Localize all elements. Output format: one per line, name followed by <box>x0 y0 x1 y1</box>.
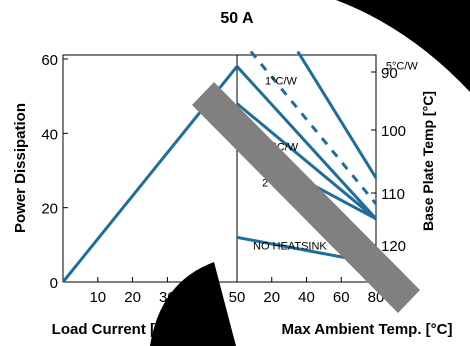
tick-layer: 020406010203040502040608090100110120 <box>41 52 406 306</box>
plot-frame <box>62 54 377 283</box>
x-tick-label-right: 60 <box>333 289 350 306</box>
y-tick-label: 40 <box>41 126 58 143</box>
series-layer <box>61 50 378 283</box>
x-tick-label-right: 40 <box>298 289 315 306</box>
heatsink-line <box>236 102 377 220</box>
x-tick-label-left: 50 <box>229 289 246 306</box>
x-tick-label-right: 20 <box>263 289 280 306</box>
x-tick-label-left: 10 <box>89 289 106 306</box>
heatsink-line <box>249 50 378 205</box>
series-label: .5°C/W <box>383 61 419 73</box>
y-tick-label: 20 <box>41 201 58 218</box>
y-tick-label: 0 <box>50 275 58 292</box>
y2-tick-label: 110 <box>381 186 405 203</box>
x-tick-label-left: 20 <box>124 289 141 306</box>
x-axis-label-right: Max Ambient Temp. [°C] <box>281 321 452 338</box>
diagonal-overlay-bar <box>192 82 420 313</box>
y2-axis-label: Base Plate Temp [°C] <box>420 91 436 231</box>
y2-tick-label: 120 <box>381 238 406 255</box>
y2-tick-label: 90 <box>381 65 398 82</box>
decorative-arc-top-right <box>336 0 470 92</box>
decorative-arc-bottom <box>150 262 236 346</box>
heatsink-line <box>296 50 378 179</box>
y-tick-label: 60 <box>41 52 58 69</box>
y-axis-label: Power Dissipation <box>12 103 29 233</box>
series-label: 1°C/W <box>265 75 298 87</box>
chart-title: 50 A <box>220 10 254 27</box>
heatsink-line <box>235 65 378 220</box>
series-label: NO HEATSINK <box>253 240 327 252</box>
y2-tick-label: 100 <box>381 123 406 140</box>
